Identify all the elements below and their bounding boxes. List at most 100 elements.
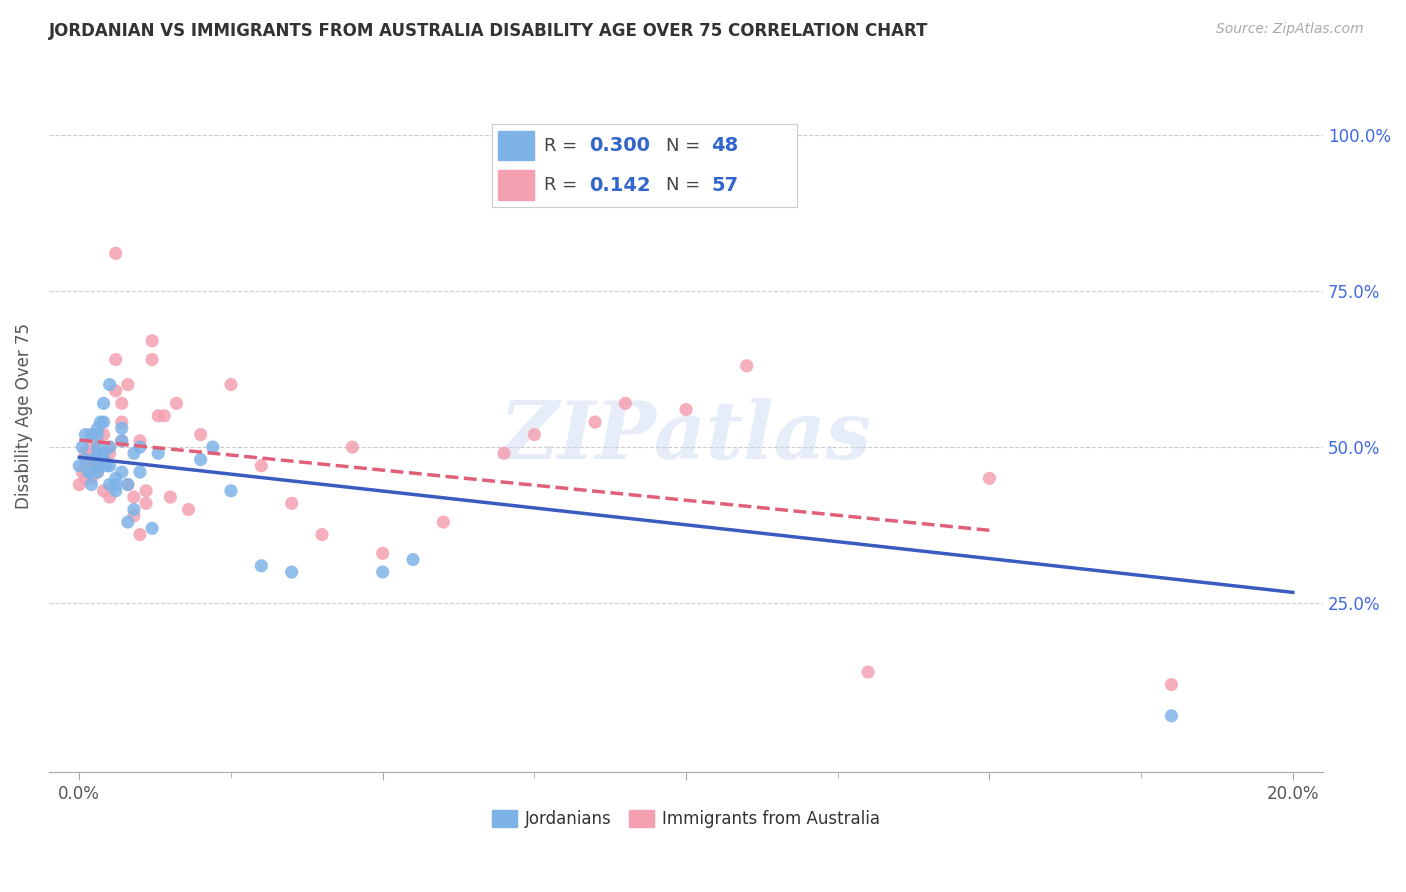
Point bbox=[250, 558, 273, 573]
Text: 0.142: 0.142 bbox=[589, 176, 651, 194]
Point bbox=[104, 483, 127, 498]
Point bbox=[165, 396, 187, 410]
Point bbox=[67, 477, 90, 491]
Bar bbox=[498, 131, 534, 161]
Point bbox=[67, 458, 90, 473]
Point bbox=[77, 465, 100, 479]
Point bbox=[98, 458, 121, 473]
Point bbox=[98, 440, 121, 454]
Point bbox=[342, 440, 364, 454]
Point bbox=[675, 134, 697, 148]
Point bbox=[93, 396, 115, 410]
Point bbox=[122, 502, 145, 516]
Text: R =: R = bbox=[544, 177, 588, 194]
Point bbox=[111, 415, 134, 429]
Point bbox=[129, 434, 152, 448]
Point bbox=[614, 396, 637, 410]
Point bbox=[122, 490, 145, 504]
Point bbox=[135, 483, 157, 498]
Point bbox=[80, 440, 103, 454]
Point bbox=[86, 465, 108, 479]
Point bbox=[129, 527, 152, 541]
Point bbox=[311, 527, 333, 541]
Point bbox=[148, 409, 170, 423]
Point bbox=[72, 440, 94, 454]
Text: N =: N = bbox=[665, 177, 706, 194]
Point bbox=[104, 471, 127, 485]
Point bbox=[98, 440, 121, 454]
Point bbox=[75, 427, 97, 442]
Point bbox=[219, 483, 242, 498]
Point bbox=[583, 415, 606, 429]
Point bbox=[98, 477, 121, 491]
Point bbox=[148, 446, 170, 460]
Y-axis label: Disability Age Over 75: Disability Age Over 75 bbox=[15, 323, 32, 508]
Point bbox=[117, 477, 139, 491]
Point bbox=[159, 490, 181, 504]
Point bbox=[1160, 708, 1182, 723]
Point bbox=[141, 334, 163, 348]
Point bbox=[492, 446, 515, 460]
Point bbox=[104, 477, 127, 491]
Point bbox=[104, 352, 127, 367]
Point bbox=[280, 496, 302, 510]
Bar bbox=[498, 170, 534, 200]
Point bbox=[250, 458, 273, 473]
Point bbox=[735, 359, 758, 373]
Point bbox=[86, 427, 108, 442]
Point bbox=[1160, 677, 1182, 691]
Point bbox=[177, 502, 200, 516]
Point bbox=[129, 440, 152, 454]
Point bbox=[219, 377, 242, 392]
Point bbox=[371, 565, 394, 579]
Point bbox=[80, 465, 103, 479]
Point bbox=[111, 434, 134, 448]
Point bbox=[117, 377, 139, 392]
Point bbox=[856, 665, 879, 679]
Point bbox=[86, 446, 108, 460]
Point bbox=[432, 515, 454, 529]
Point bbox=[280, 565, 302, 579]
Point bbox=[93, 452, 115, 467]
Point bbox=[75, 458, 97, 473]
Point bbox=[86, 446, 108, 460]
Point bbox=[190, 452, 212, 467]
Point bbox=[104, 246, 127, 260]
Point bbox=[129, 465, 152, 479]
Point bbox=[96, 458, 118, 473]
Point bbox=[80, 477, 103, 491]
Point bbox=[98, 377, 121, 392]
Point bbox=[75, 452, 97, 467]
Text: ZIPatlas: ZIPatlas bbox=[501, 399, 872, 476]
Point bbox=[75, 446, 97, 460]
Point bbox=[979, 471, 1001, 485]
Point bbox=[83, 452, 105, 467]
Point bbox=[523, 427, 546, 442]
Point bbox=[117, 477, 139, 491]
Point bbox=[402, 552, 425, 566]
Point bbox=[90, 415, 112, 429]
Point bbox=[111, 434, 134, 448]
Point bbox=[111, 465, 134, 479]
Point bbox=[86, 421, 108, 435]
Point bbox=[80, 427, 103, 442]
Text: 57: 57 bbox=[711, 176, 738, 194]
Point bbox=[104, 384, 127, 398]
Point bbox=[98, 490, 121, 504]
Point bbox=[86, 458, 108, 473]
Point bbox=[141, 521, 163, 535]
Point bbox=[111, 421, 134, 435]
Point bbox=[93, 415, 115, 429]
Point bbox=[153, 409, 176, 423]
Text: JORDANIAN VS IMMIGRANTS FROM AUSTRALIA DISABILITY AGE OVER 75 CORRELATION CHART: JORDANIAN VS IMMIGRANTS FROM AUSTRALIA D… bbox=[49, 22, 928, 40]
Point bbox=[93, 452, 115, 467]
Point bbox=[122, 446, 145, 460]
Point bbox=[111, 396, 134, 410]
Point bbox=[86, 434, 108, 448]
Point bbox=[86, 458, 108, 473]
Point bbox=[80, 427, 103, 442]
Point bbox=[98, 446, 121, 460]
Text: N =: N = bbox=[665, 136, 706, 154]
Point bbox=[93, 427, 115, 442]
Point bbox=[80, 452, 103, 467]
